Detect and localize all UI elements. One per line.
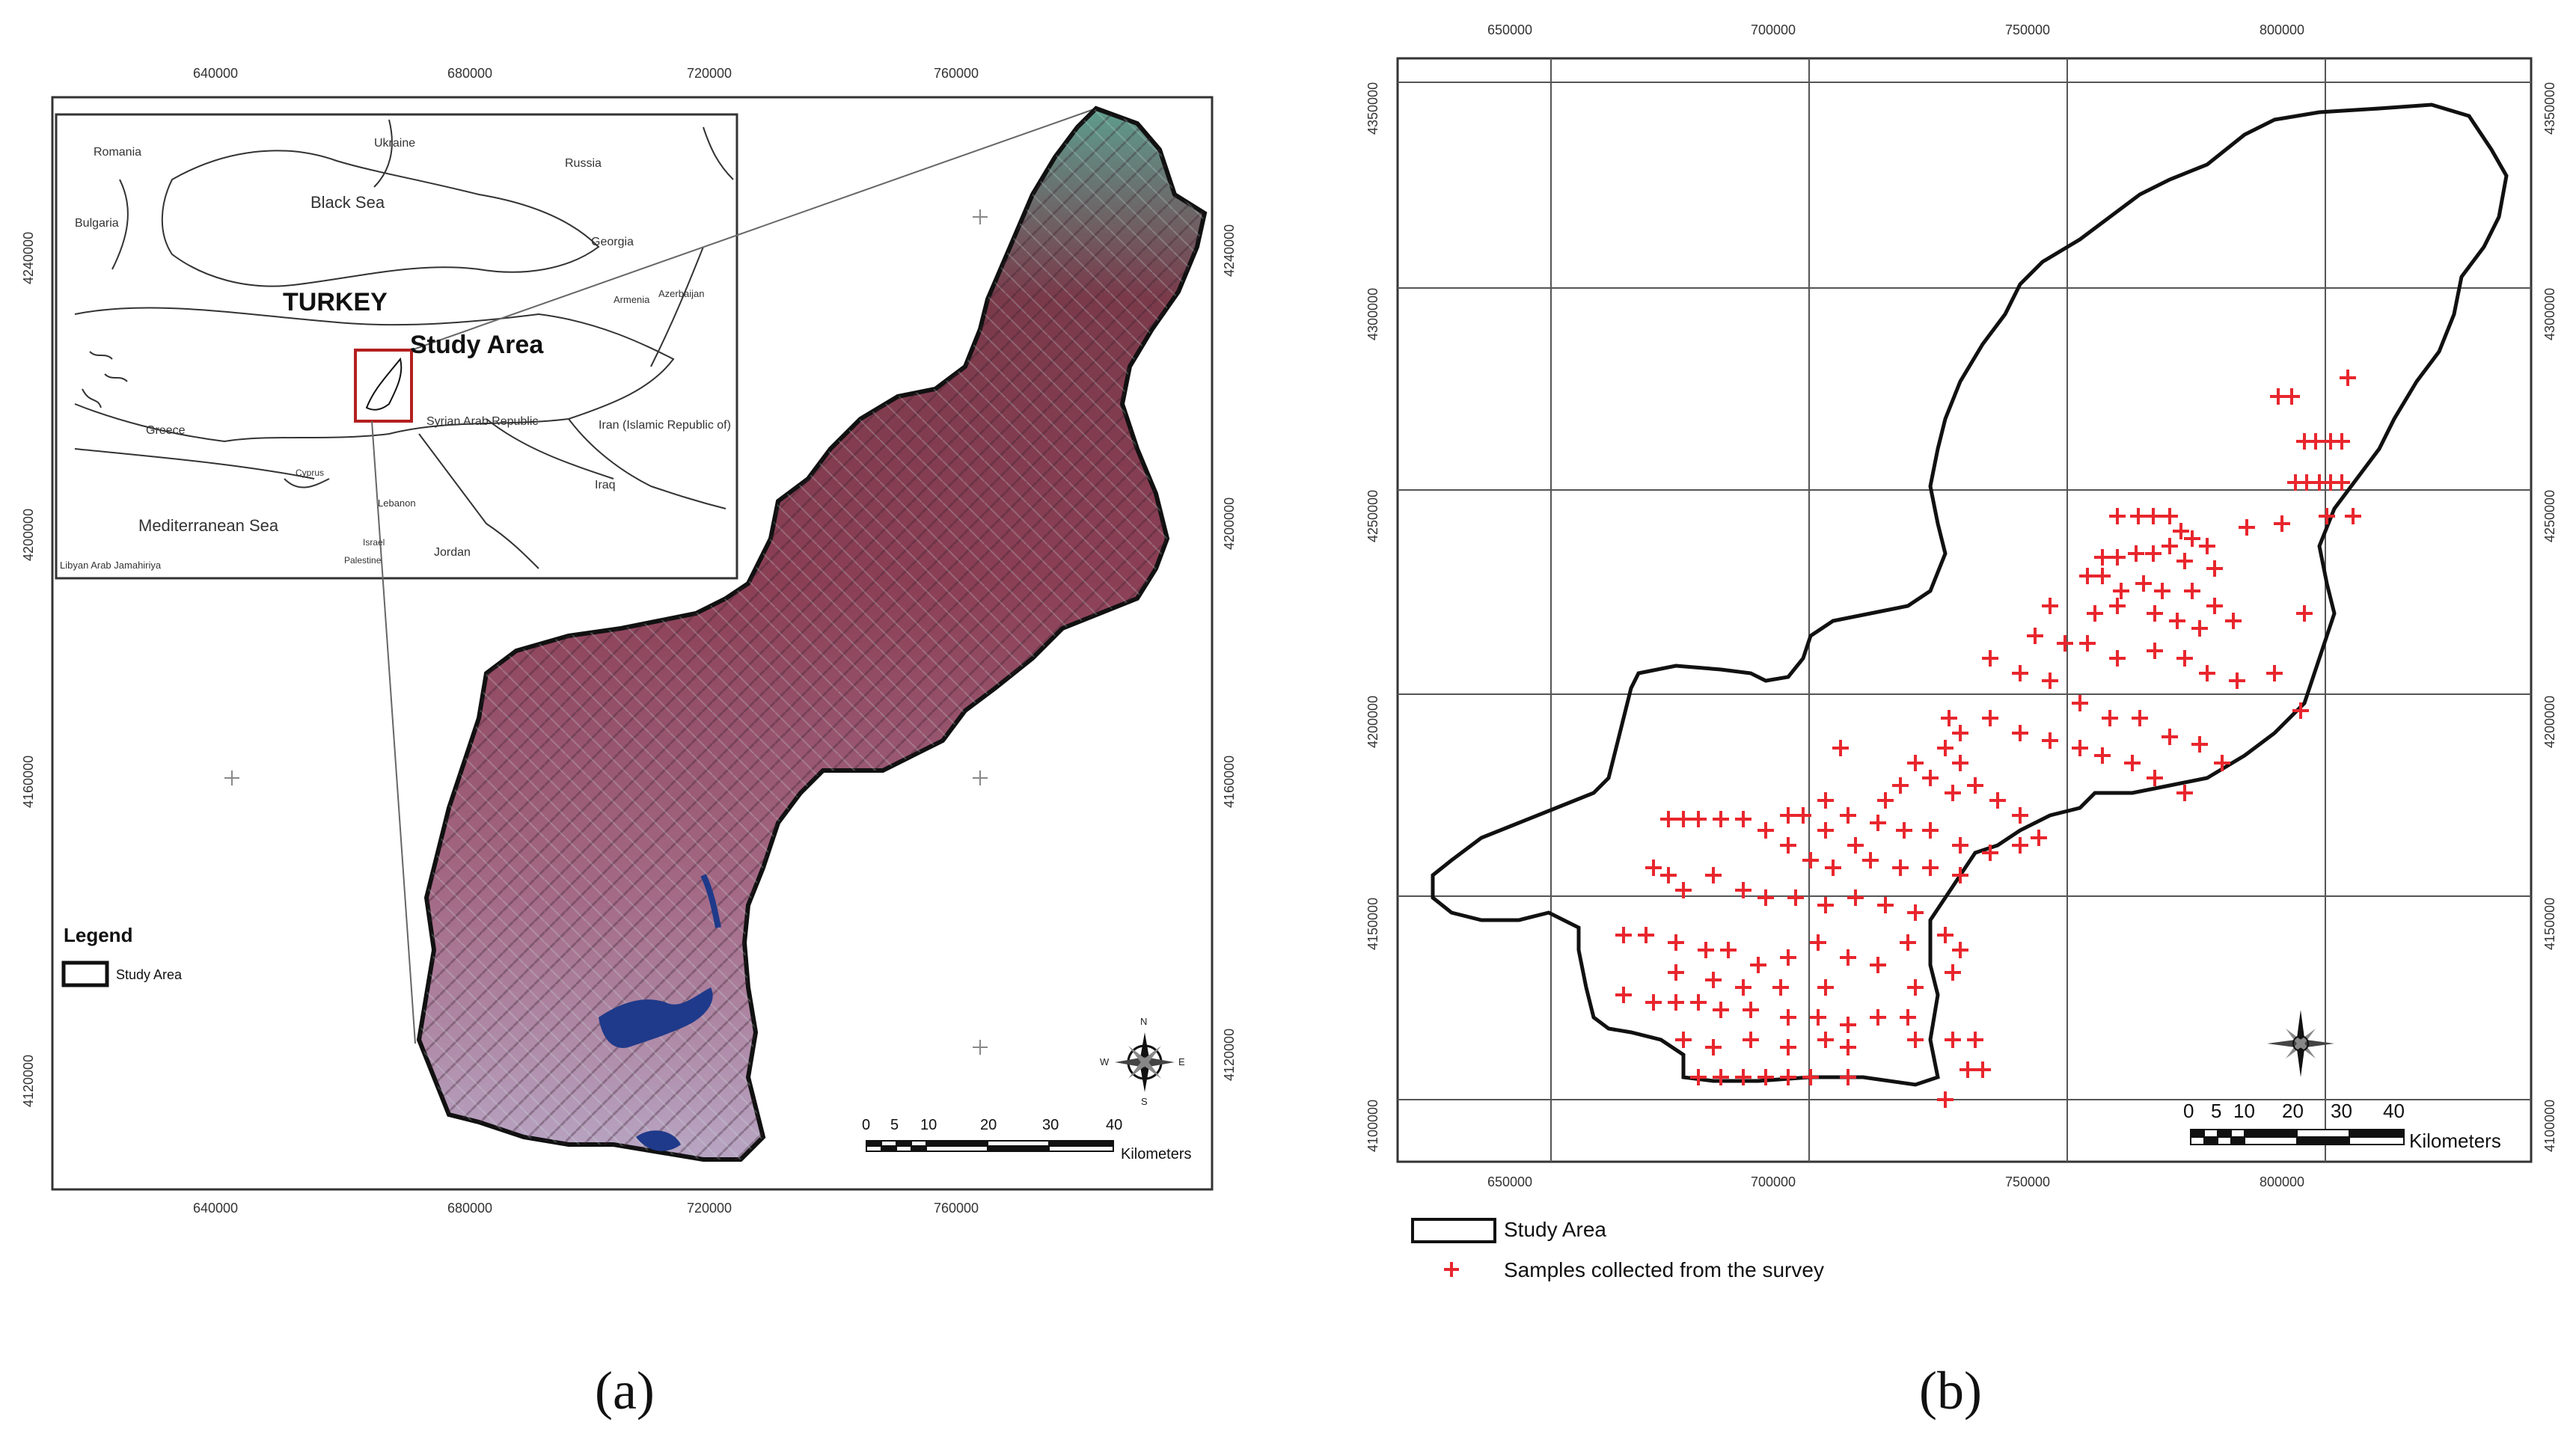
inset-coastlines xyxy=(74,119,734,569)
legend-a-item: Study Area xyxy=(116,967,183,982)
scale-a-unit: Kilometers xyxy=(1121,1146,1192,1162)
b-xtick-top-1: 650000 xyxy=(1487,22,1533,37)
inset-label-ukraine: Ukraine xyxy=(374,137,416,150)
b-ytick-left-5: 4150000 xyxy=(1365,897,1380,950)
a-ytick-right-3: 4160000 xyxy=(1222,755,1237,808)
b-ytick-left-3: 4250000 xyxy=(1365,489,1380,542)
inset-label-iraq: Iraq xyxy=(595,479,616,491)
a-xtick-bottom-2: 680000 xyxy=(447,1201,493,1216)
inset-label-libya: Libyan Arab Jamahiriya xyxy=(60,560,162,571)
legend-b-study-area: Study Area xyxy=(1504,1218,1606,1241)
b-ytick-left-6: 4100000 xyxy=(1365,1099,1380,1152)
b-xtick-bottom-1: 650000 xyxy=(1487,1174,1533,1189)
reservoir xyxy=(599,987,713,1048)
a-ytick-left-1: 4240000 xyxy=(21,231,36,284)
inset-label-lebanon: Lebanon xyxy=(378,497,416,509)
b-ytick-right-1: 4350000 xyxy=(2542,82,2557,135)
compass-a-n: N xyxy=(1140,1016,1148,1027)
b-xtick-top-3: 750000 xyxy=(2005,22,2051,37)
compass-a xyxy=(1115,1032,1175,1092)
inset-label-romania: Romania xyxy=(94,146,142,159)
a-xtick-top-4: 760000 xyxy=(934,66,979,81)
a-ytick-right-2: 4200000 xyxy=(1222,497,1237,550)
inset-label-georgia: Georgia xyxy=(591,236,634,248)
inset-leader-lines xyxy=(371,108,1097,1044)
legend-a-title: Legend xyxy=(64,924,133,946)
scale-a-5: 5 xyxy=(890,1117,899,1133)
scale-a-20: 20 xyxy=(980,1117,997,1133)
b-ytick-left-1: 4350000 xyxy=(1365,82,1380,135)
inset-label-syria: Syrian Arab Republic xyxy=(426,415,539,428)
scale-b-30: 30 xyxy=(2331,1100,2352,1122)
b-xtick-top-4: 800000 xyxy=(2260,22,2305,37)
inset-label-iran: Iran (Islamic Republic of) xyxy=(599,419,731,432)
legend-a-swatch xyxy=(61,961,109,987)
a-xtick-bottom-1: 640000 xyxy=(193,1201,239,1216)
inset-map-frame xyxy=(55,113,738,580)
compass-a-s: S xyxy=(1141,1096,1148,1107)
panel-a-frame xyxy=(51,96,1214,1191)
inset-label-cyprus: Cyprus xyxy=(296,468,325,478)
legend-b-samples: Samples collected from the survey xyxy=(1504,1258,1824,1281)
inset-label-palestine: Palestine xyxy=(344,555,382,566)
inset-label-russia: Russia xyxy=(565,157,602,170)
a-xtick-top-2: 680000 xyxy=(447,66,493,81)
inset-label-study-area: Study Area xyxy=(410,331,544,359)
scale-a-30: 30 xyxy=(1042,1117,1059,1133)
scale-a-10: 10 xyxy=(920,1117,937,1133)
scale-a-0: 0 xyxy=(862,1117,871,1133)
compass-a-w: W xyxy=(1100,1056,1110,1067)
a-xtick-bottom-4: 760000 xyxy=(934,1201,979,1216)
panel-a-caption: (a) xyxy=(595,1361,655,1421)
scale-b-10: 10 xyxy=(2233,1100,2255,1122)
inset-label-armenia: Armenia xyxy=(614,294,650,305)
a-xtick-bottom-3: 720000 xyxy=(687,1201,732,1216)
a-xtick-top-3: 720000 xyxy=(687,66,732,81)
inset-label-greece: Greece xyxy=(146,424,186,437)
panel-b-caption: (b) xyxy=(1919,1361,1982,1421)
scale-bar-a xyxy=(866,1140,1114,1152)
b-xtick-bottom-4: 800000 xyxy=(2260,1174,2305,1189)
b-ytick-right-6: 4100000 xyxy=(2542,1099,2557,1152)
inset-label-turkey: TURKEY xyxy=(283,288,388,316)
inset-label-mediterranean: Mediterranean Sea xyxy=(138,516,279,535)
scale-b-5: 5 xyxy=(2211,1100,2222,1122)
scale-b-unit: Kilometers xyxy=(2409,1130,2501,1152)
inset-label-jordan: Jordan xyxy=(434,546,471,559)
inset-label-bulgaria: Bulgaria xyxy=(75,217,119,230)
a-ytick-right-1: 4240000 xyxy=(1222,224,1237,277)
b-ytick-right-4: 4200000 xyxy=(2542,695,2557,748)
a-ytick-left-3: 4160000 xyxy=(21,755,36,808)
b-ytick-right-5: 4150000 xyxy=(2542,897,2557,950)
inset-label-azerbaijan: Azerbaijan xyxy=(658,288,705,299)
compass-a-e: E xyxy=(1178,1056,1185,1067)
b-xtick-bottom-3: 750000 xyxy=(2005,1174,2051,1189)
b-xtick-top-2: 700000 xyxy=(1751,22,1796,37)
b-xtick-bottom-2: 700000 xyxy=(1751,1174,1796,1189)
a-ytick-left-2: 4200000 xyxy=(21,508,36,561)
scale-b-20: 20 xyxy=(2282,1100,2304,1122)
b-ytick-left-4: 4200000 xyxy=(1365,695,1380,748)
a-ytick-left-4: 4120000 xyxy=(21,1054,36,1107)
inset-study-area-box xyxy=(354,349,413,423)
scale-b-0: 0 xyxy=(2183,1100,2194,1122)
b-ytick-right-3: 4250000 xyxy=(2542,489,2557,542)
scale-b-40: 40 xyxy=(2383,1100,2405,1122)
scale-a-40: 40 xyxy=(1106,1117,1123,1133)
a-ytick-right-4: 4120000 xyxy=(1222,1028,1237,1081)
a-xtick-top-1: 640000 xyxy=(193,66,239,81)
b-ytick-right-2: 4300000 xyxy=(2542,287,2557,340)
inset-label-black-sea: Black Sea xyxy=(310,193,385,212)
inset-label-israel: Israel xyxy=(363,537,385,548)
b-ytick-left-2: 4300000 xyxy=(1365,287,1380,340)
